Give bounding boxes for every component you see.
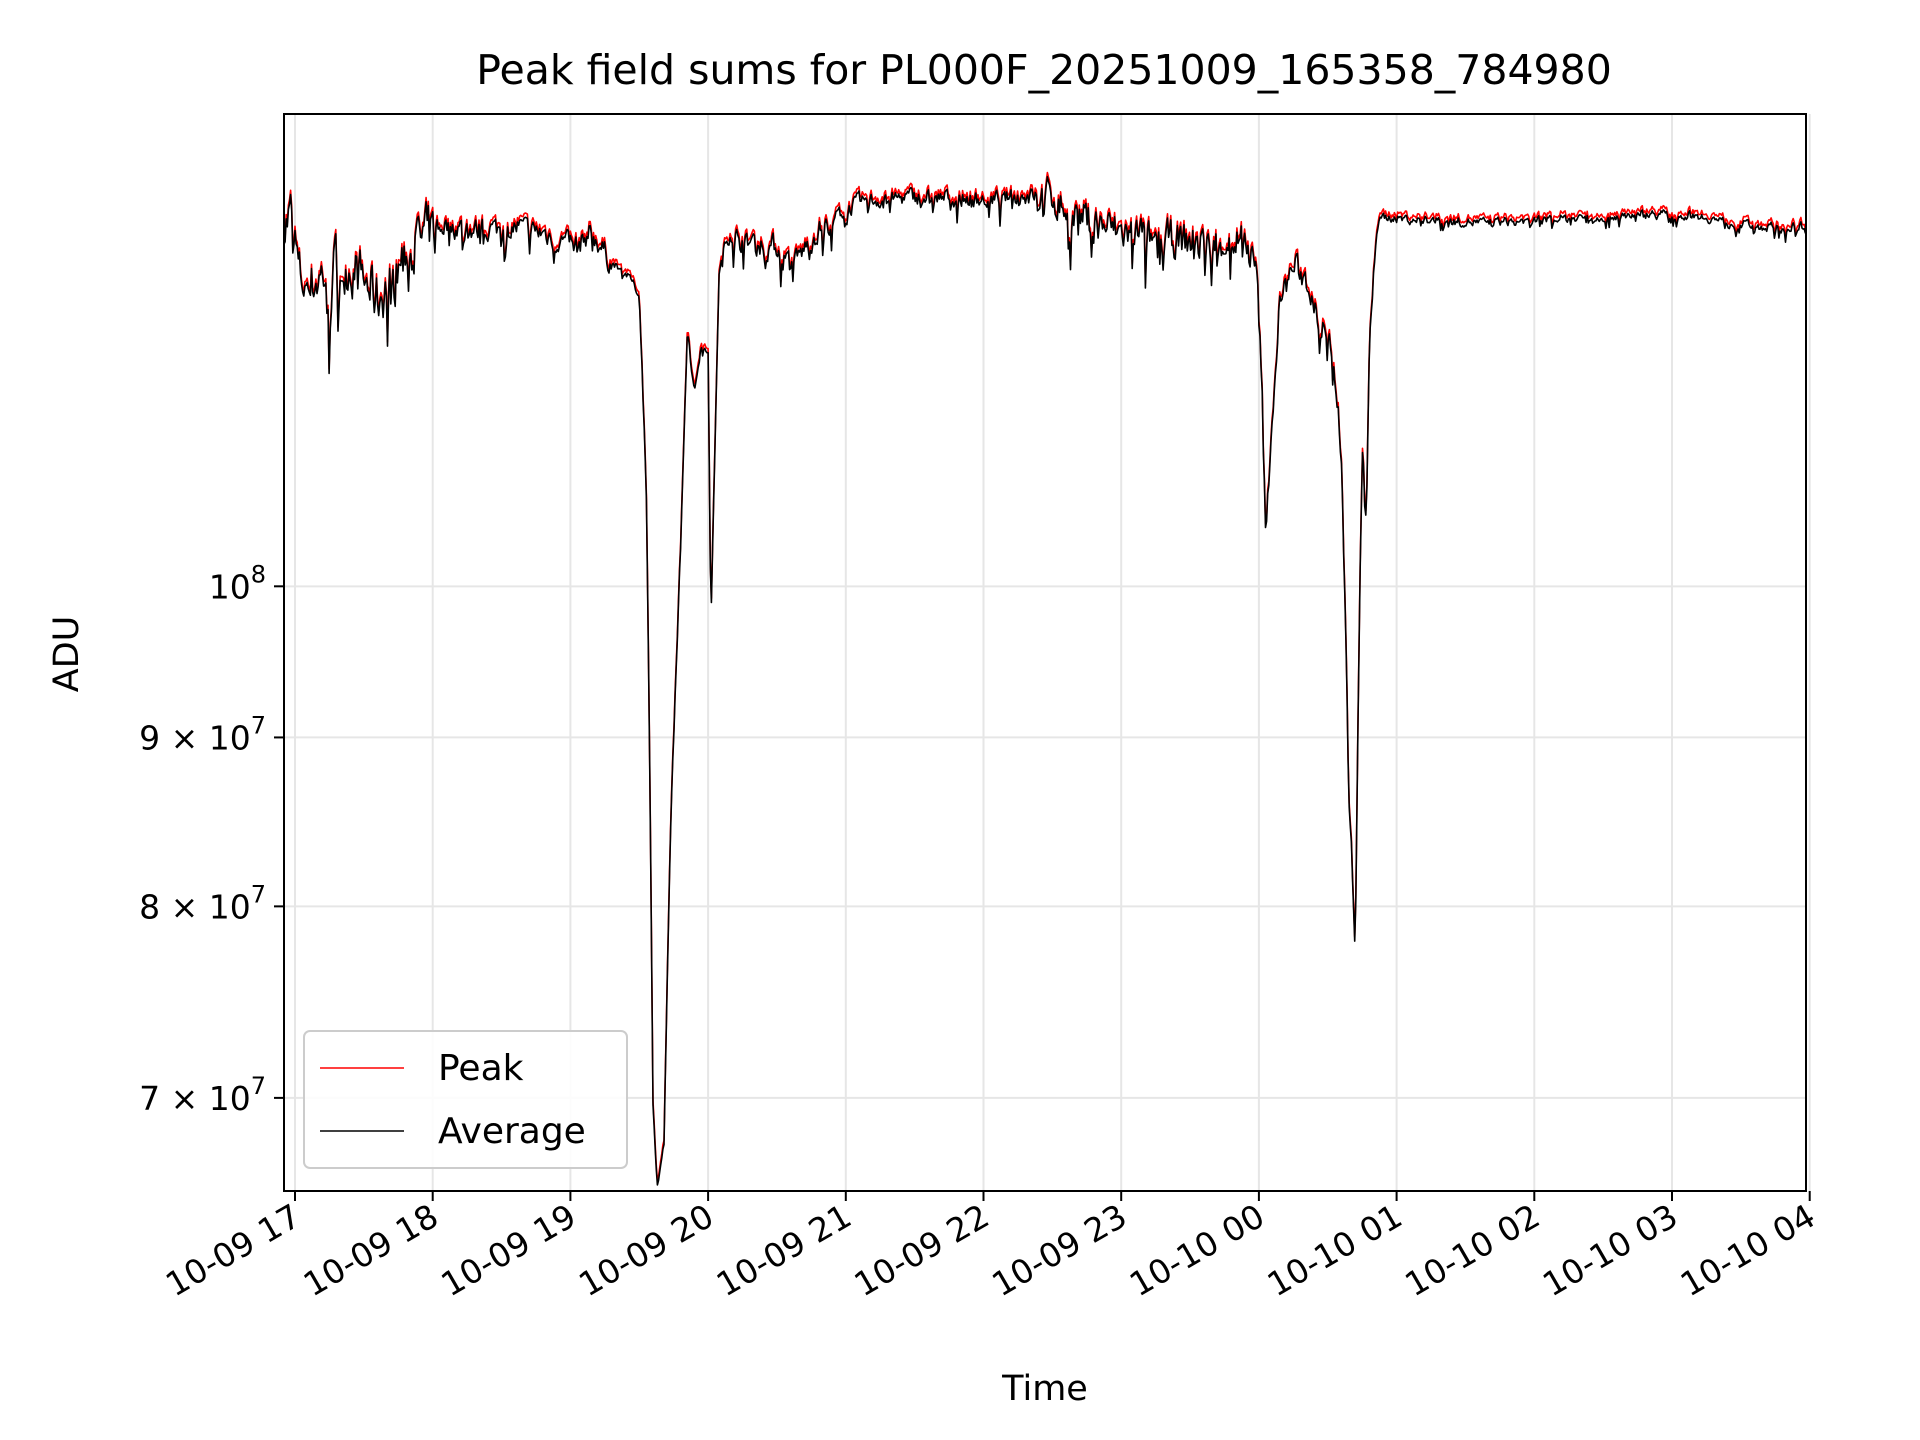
x-axis-label: Time	[1001, 1369, 1088, 1409]
y-tick-label: 108	[209, 560, 266, 606]
series-line-average	[284, 176, 1806, 1186]
series-layer	[284, 171, 1806, 1186]
legend-box	[303, 1030, 628, 1169]
chart-title: Peak field sums for PL000F_20251009_1653…	[476, 46, 1612, 94]
legend-average-label: Average	[438, 1111, 586, 1152]
y-tick-label: 8 × 107	[139, 880, 266, 926]
legend: Peak Average	[303, 1030, 628, 1169]
y-tick-label: 7 × 107	[139, 1072, 266, 1118]
y-axis-label: ADU	[47, 616, 87, 693]
plot-frame	[283, 113, 1807, 1192]
y-axis: 108 9 × 107 8 × 107 7 × 107	[139, 560, 284, 1118]
y-tick-label: 9 × 107	[139, 711, 266, 757]
legend-peak-label: Peak	[438, 1048, 524, 1089]
